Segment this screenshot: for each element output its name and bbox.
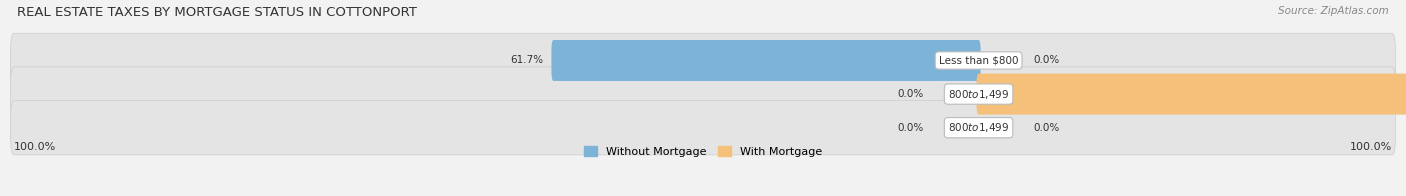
Text: 100.0%: 100.0% [1350, 142, 1392, 152]
Text: 0.0%: 0.0% [1033, 55, 1060, 65]
FancyBboxPatch shape [11, 33, 1395, 88]
Text: $800 to $1,499: $800 to $1,499 [948, 121, 1010, 134]
Text: Less than $800: Less than $800 [939, 55, 1018, 65]
Text: $800 to $1,499: $800 to $1,499 [948, 88, 1010, 101]
Text: REAL ESTATE TAXES BY MORTGAGE STATUS IN COTTONPORT: REAL ESTATE TAXES BY MORTGAGE STATUS IN … [17, 6, 416, 19]
Text: 0.0%: 0.0% [897, 123, 924, 133]
FancyBboxPatch shape [551, 40, 980, 81]
Text: Source: ZipAtlas.com: Source: ZipAtlas.com [1278, 6, 1389, 16]
FancyBboxPatch shape [977, 74, 1406, 115]
Legend: Without Mortgage, With Mortgage: Without Mortgage, With Mortgage [583, 146, 823, 157]
Text: 61.7%: 61.7% [510, 55, 543, 65]
Text: 0.0%: 0.0% [1033, 123, 1060, 133]
Text: 100.0%: 100.0% [14, 142, 56, 152]
Text: 0.0%: 0.0% [897, 89, 924, 99]
FancyBboxPatch shape [11, 67, 1395, 121]
FancyBboxPatch shape [11, 101, 1395, 155]
